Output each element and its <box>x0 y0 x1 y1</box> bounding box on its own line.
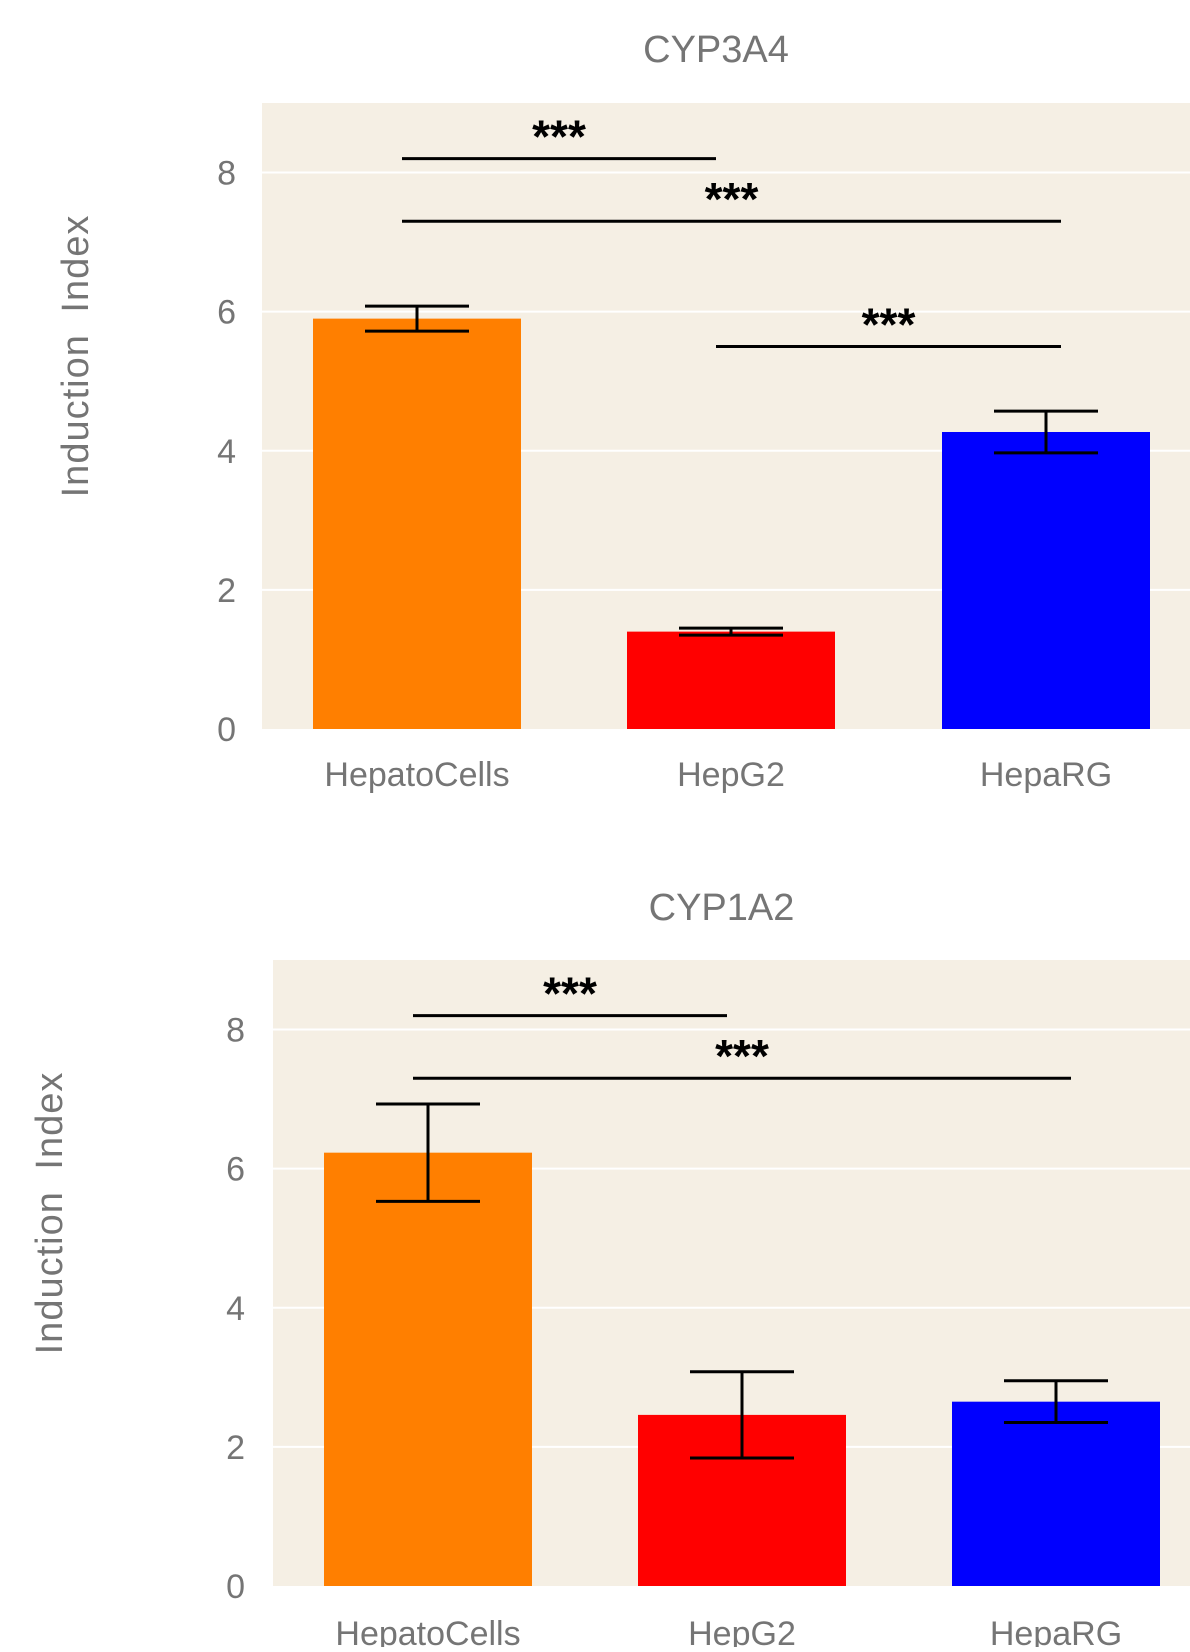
chart-cyp1a2: CYP1A2 0 2 4 6 8 Induction Index HepatoCells Hep… <box>29 887 1190 1652</box>
x-tick-label: HepG2 <box>688 1615 796 1647</box>
y-tick-label: 4 <box>226 1290 245 1328</box>
y-tick-label: 0 <box>226 1568 245 1606</box>
x-tick-label: HepG2 <box>677 756 785 794</box>
y-axis-label: Induction Index <box>29 1072 71 1355</box>
significance-label: *** <box>862 298 916 350</box>
significance-label: *** <box>543 968 597 1020</box>
y-tick-label: 4 <box>217 433 236 471</box>
bar-hepatocells <box>313 318 521 729</box>
x-tick-label: HepatoCells <box>324 756 509 794</box>
y-tick-label: 6 <box>226 1151 245 1189</box>
bar-hepg2 <box>627 631 835 729</box>
significance-label: *** <box>715 1030 769 1082</box>
chart-title: CYP3A4 <box>643 29 789 71</box>
y-tick-label: 0 <box>217 711 236 749</box>
y-axis-label: Induction Index <box>55 215 97 498</box>
chart-title: CYP1A2 <box>649 887 795 929</box>
y-tick-label: 2 <box>226 1429 245 1467</box>
bar-heparg <box>952 1401 1160 1586</box>
y-tick-label: 8 <box>217 155 236 193</box>
significance-label: *** <box>532 111 586 163</box>
x-tick-label: HepaRG <box>990 1615 1122 1647</box>
significance-label: *** <box>705 173 759 225</box>
bar-hepatocells <box>324 1152 532 1586</box>
y-tick-label: 2 <box>217 572 236 610</box>
y-tick-label: 8 <box>226 1012 245 1050</box>
chart-cyp3a4: CYP3A4 0 2 4 6 8 Induction Index HepatoCells Hep… <box>55 29 1190 794</box>
x-tick-label: HepaRG <box>980 756 1112 794</box>
x-tick-label: HepatoCells <box>335 1615 520 1647</box>
bar-heparg <box>942 431 1150 729</box>
y-tick-label: 6 <box>217 294 236 332</box>
